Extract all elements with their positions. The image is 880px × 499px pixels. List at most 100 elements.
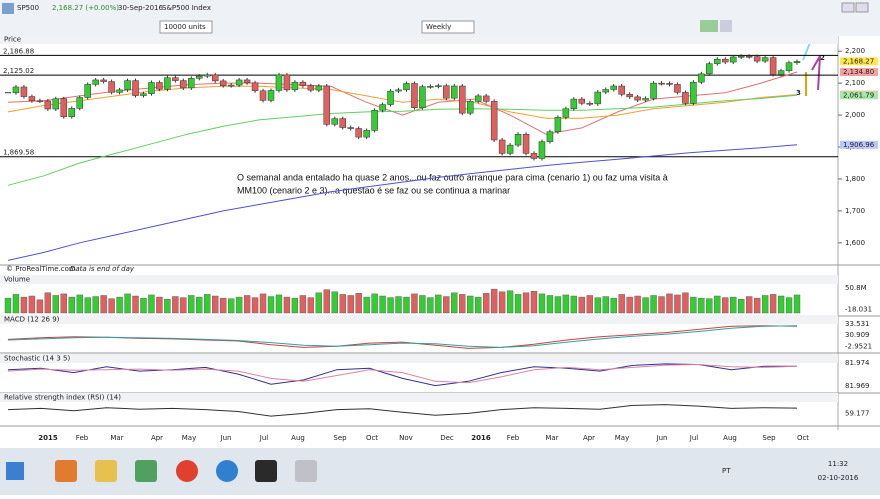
app-icon[interactable] (135, 460, 157, 482)
candle (626, 94, 633, 98)
panel-title: Relative strength index (RSI) (14) (4, 394, 121, 402)
volume-bar (435, 294, 442, 314)
candle (482, 95, 490, 102)
volume-bar (235, 296, 243, 314)
x-tick-label: Sep (333, 434, 347, 442)
candle (506, 144, 514, 154)
y-tick-label: 2,000 (845, 111, 865, 119)
volume-bar (706, 298, 713, 314)
volume-bar (714, 295, 721, 314)
volume-bar (28, 295, 36, 314)
price-tag (840, 68, 878, 77)
x-tick-label: 2015 (38, 434, 58, 442)
volume-bar (387, 297, 394, 314)
panel-header (0, 393, 838, 402)
volume-bar (44, 292, 52, 314)
quote: 2,168.27 (+0.00%) (52, 4, 119, 12)
maximize-button[interactable] (855, 2, 869, 13)
app-icon[interactable] (255, 460, 277, 482)
candle (578, 98, 586, 104)
volume-bar (658, 296, 665, 314)
volume-bar (116, 296, 123, 314)
candle (379, 104, 386, 111)
candle (28, 96, 36, 101)
indicator-line (7, 363, 798, 384)
panel-title: Volume (4, 276, 30, 284)
side-label: 30.909 (845, 331, 870, 339)
candle (156, 82, 163, 90)
date: 30-Sep-2016 (118, 4, 164, 12)
app-icon[interactable] (95, 460, 117, 482)
app-icon[interactable] (295, 460, 317, 482)
volume-bar (459, 294, 466, 314)
start-button[interactable] (6, 462, 24, 480)
candle (180, 80, 187, 89)
volume-bar (777, 295, 785, 314)
candle (203, 74, 211, 77)
volume-bar (299, 295, 307, 314)
x-tick-label: Jun (220, 434, 232, 442)
volume-bar (259, 293, 267, 314)
candle (84, 84, 91, 98)
candle (522, 133, 530, 154)
volume-bar (506, 290, 514, 314)
units-dropdown[interactable] (159, 20, 213, 34)
volume-bar (100, 295, 107, 314)
indicator-line (7, 71, 798, 135)
volume-bar (482, 293, 490, 314)
candle (395, 89, 402, 92)
candle (387, 90, 394, 105)
x-tick-label: Jul (259, 434, 269, 442)
x-tick-label: Mar (545, 434, 558, 442)
volume-bar (379, 295, 386, 314)
candle (498, 139, 506, 154)
volume-bar (586, 295, 593, 314)
side-label: 59.177 (845, 410, 870, 418)
annotation: O semanal anda entalado ha quase 2 anos.… (237, 172, 668, 182)
candle (36, 100, 44, 102)
candle (275, 74, 283, 91)
candle (12, 86, 20, 93)
candle (52, 98, 60, 110)
symbol-icon[interactable] (2, 3, 14, 14)
tool-icon[interactable] (720, 20, 732, 32)
app-icon[interactable] (176, 460, 198, 482)
y-tick-label: 2,100 (845, 79, 865, 87)
volume-bar (650, 295, 657, 314)
indicator-line (7, 325, 798, 349)
candle (148, 82, 155, 94)
volume-bar (331, 291, 338, 314)
volume-bar (411, 293, 418, 314)
scenario-2-arrow (811, 55, 821, 91)
candle (650, 82, 657, 99)
volume-bar (610, 297, 617, 314)
volume-bar (403, 296, 410, 314)
volume-bar (164, 298, 171, 314)
candle (299, 81, 307, 86)
volume-bar (188, 295, 195, 314)
price-tag-label: 2,168.27 (843, 57, 874, 65)
candle (140, 93, 147, 96)
level-label: 2,125.02 (3, 67, 34, 75)
minimize-button[interactable] (841, 2, 855, 13)
volume-bar (339, 294, 346, 314)
app-icon[interactable] (216, 460, 238, 482)
side-label: 50.8M (845, 284, 867, 292)
level-label: 1,869.58 (3, 149, 34, 157)
tool-icon[interactable] (700, 20, 718, 32)
app-icon[interactable] (55, 460, 77, 482)
volume-bar (323, 289, 330, 314)
volume-bar (522, 292, 530, 314)
volume-bar (785, 297, 793, 314)
candle (331, 118, 339, 125)
candle (132, 80, 139, 96)
period-dropdown[interactable] (421, 20, 475, 34)
candle (594, 91, 602, 105)
clock-time: 11:32 (828, 460, 848, 468)
price-tag-label: 2,134.80 (843, 68, 874, 76)
volume-bar (538, 293, 546, 314)
x-tick-label: Aug (291, 434, 305, 442)
candle (283, 74, 291, 91)
price-tag-label: 2,061.79 (843, 91, 874, 99)
